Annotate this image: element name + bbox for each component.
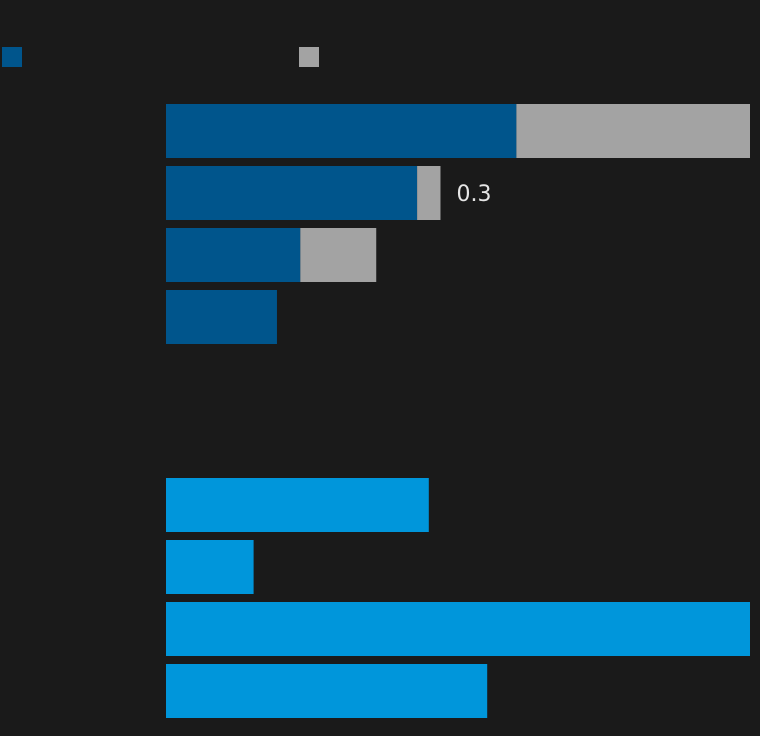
bar-chart1-series1-row2 [166, 166, 418, 220]
bar-chart1-series1-row4 [166, 290, 277, 344]
bar-chart2-series1-row1 [166, 478, 429, 532]
bar-chart1-series2-row3 [300, 228, 377, 282]
bar-chart1-series1-row3 [166, 228, 301, 282]
bar-chart1-series2-row1 [516, 104, 750, 158]
stacked-bar-chart: 0.3 [166, 104, 750, 344]
bar-chart2-series1-row3 [166, 602, 750, 656]
bar-chart [166, 478, 750, 718]
legend-swatch-series2 [299, 47, 319, 67]
bar-chart2-series1-row2 [166, 540, 254, 594]
bar-chart1-series2-row2 [417, 166, 441, 220]
bar-chart1-series1-row1 [166, 104, 517, 158]
bar-chart2-series1-row4 [166, 664, 488, 718]
legend-swatch-series1 [2, 47, 22, 67]
data-label-1: 0.3 [456, 182, 491, 207]
legend [2, 47, 319, 67]
